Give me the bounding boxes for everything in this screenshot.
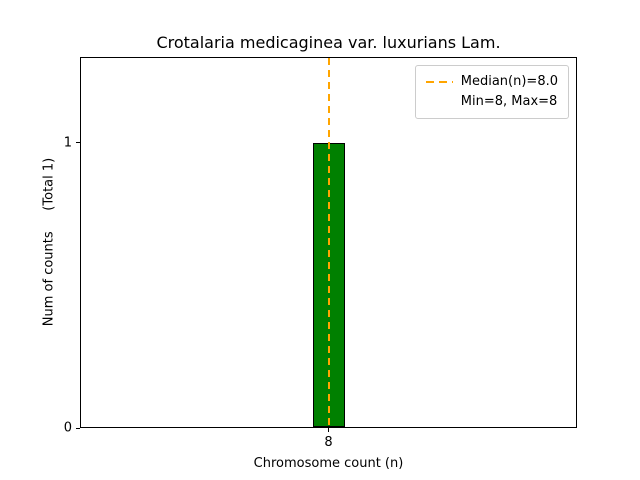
x-tick-mark: [328, 428, 329, 432]
y-tick-label-0: 0: [63, 420, 72, 436]
y-tick-mark-0: [76, 427, 80, 429]
plot-area: Median(n)=8.0 Min=8, Max=8: [80, 57, 577, 428]
y-tick-mark-1: [76, 142, 80, 144]
y-tick-label-1: 1: [63, 135, 72, 151]
x-axis-label: Chromosome count (n): [253, 456, 404, 471]
y-tick-labels: 0 1: [40, 57, 72, 434]
legend: Median(n)=8.0 Min=8, Max=8: [414, 65, 569, 119]
x-tick-label: 8: [324, 435, 333, 450]
legend-label-median: Median(n)=8.0: [460, 74, 558, 89]
median-dashed-line-icon: [425, 81, 453, 83]
legend-label-minmax: Min=8, Max=8: [460, 94, 558, 109]
legend-entry-minmax: Min=8, Max=8: [426, 92, 558, 112]
median-line: [327, 58, 330, 427]
legend-entry-median: Median(n)=8.0: [425, 72, 558, 92]
y-tick-marks: [76, 57, 80, 429]
chart-title: Crotalaria medicaginea var. luxurians La…: [156, 33, 501, 52]
